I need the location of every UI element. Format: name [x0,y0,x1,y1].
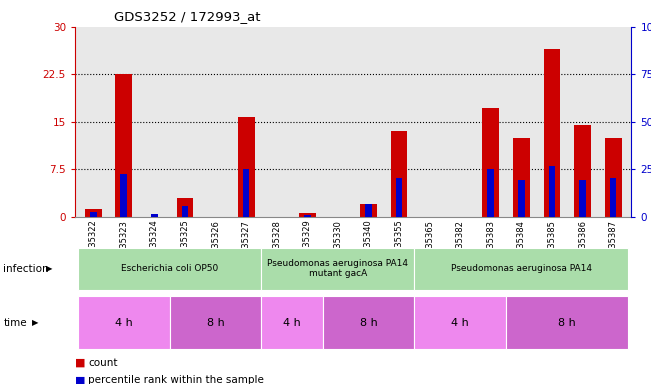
Bar [544,49,561,217]
Text: Pseudomonas aeruginosa PA14: Pseudomonas aeruginosa PA14 [451,264,592,273]
Bar [513,138,530,217]
Bar [182,205,188,217]
Bar [238,117,255,217]
Text: GDS3252 / 172993_at: GDS3252 / 172993_at [114,10,260,23]
Text: ■: ■ [75,358,85,368]
Bar [299,213,316,217]
Bar [396,178,402,217]
Text: ■: ■ [75,375,85,384]
Text: 4 h: 4 h [283,318,301,328]
Bar [176,198,193,217]
Bar [90,212,96,217]
Bar [518,180,525,217]
Bar [120,174,127,217]
Text: ▶: ▶ [32,318,38,327]
Bar [115,74,132,217]
Text: 8 h: 8 h [206,318,225,328]
Bar [304,215,311,217]
Text: Pseudomonas aeruginosa PA14
mutant gacA: Pseudomonas aeruginosa PA14 mutant gacA [268,259,408,278]
Bar [85,209,102,217]
Text: count: count [88,358,117,368]
Text: time: time [3,318,27,328]
Bar [605,138,622,217]
Text: 4 h: 4 h [451,318,469,328]
Bar [151,214,158,217]
Text: 4 h: 4 h [115,318,133,328]
Bar [488,169,494,217]
Text: percentile rank within the sample: percentile rank within the sample [88,375,264,384]
Bar [243,169,249,217]
Text: infection: infection [3,264,49,274]
Bar [365,204,372,217]
Text: 8 h: 8 h [359,318,378,328]
Text: 8 h: 8 h [559,318,576,328]
Bar [482,108,499,217]
Bar [610,178,616,217]
Bar [549,166,555,217]
Text: ▶: ▶ [46,264,53,273]
Bar [579,180,586,217]
Bar [360,204,377,217]
Text: Escherichia coli OP50: Escherichia coli OP50 [121,264,218,273]
Bar [391,131,408,217]
Bar [574,125,591,217]
